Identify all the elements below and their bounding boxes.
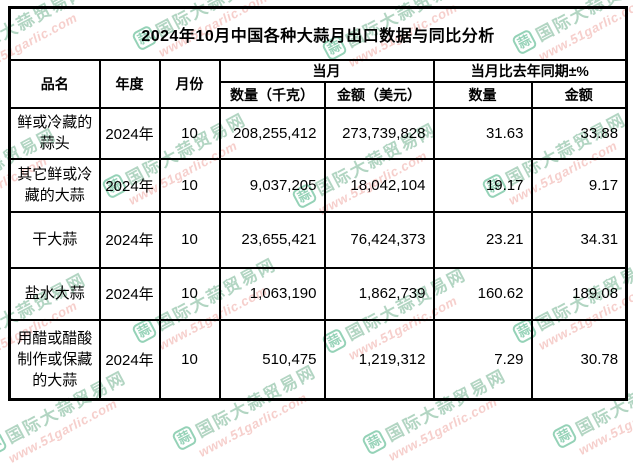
cell-yoy-amount: 33.88: [530, 106, 628, 160]
cell-product: 鲜或冷藏的蒜头: [8, 106, 101, 160]
col-header-yoy-amount: 金额: [530, 80, 628, 109]
col-header-current-month: 当月: [218, 58, 435, 83]
cell-year: 2024年: [98, 318, 161, 401]
cell-yoy-qty: 7.29: [432, 318, 533, 401]
col-header-month: 月份: [158, 58, 221, 109]
table-row: 其它鲜或冷藏的大蒜 2024年 10 9,037,205 18,042,104 …: [8, 157, 628, 213]
cell-month: 10: [158, 210, 221, 269]
cell-month: 10: [158, 318, 221, 401]
col-header-amount-usd: 金额（美元）: [323, 80, 435, 109]
cell-amount: 76,424,373: [323, 210, 435, 269]
cell-yoy-qty: 160.62: [432, 266, 533, 321]
header-row-sub: 数量（千克） 金额（美元） 数量 金额: [10, 80, 628, 109]
col-header-yoy: 当月比去年同期±%: [432, 58, 628, 83]
cell-qty: 510,475: [218, 318, 326, 401]
cell-yoy-qty: 19.17: [432, 157, 533, 213]
cell-qty: 23,655,421: [218, 210, 326, 269]
cell-product: 用醋或醋酸制作或保藏的大蒜: [8, 318, 101, 401]
cell-qty: 208,255,412: [218, 106, 326, 160]
col-header-yoy-qty: 数量: [432, 80, 533, 109]
table-row: 干大蒜 2024年 10 23,655,421 76,424,373 23.21…: [8, 210, 628, 269]
cell-yoy-amount: 30.78: [530, 318, 628, 401]
cell-product: 盐水大蒜: [8, 266, 101, 321]
cell-year: 2024年: [98, 106, 161, 160]
title-row: 2024年10月中国各种大蒜月出口数据与同比分析: [8, 6, 628, 61]
garlic-logo-icon: 蒜: [170, 424, 198, 452]
garlic-logo-icon: 蒜: [360, 428, 388, 456]
cell-year: 2024年: [98, 157, 161, 213]
cell-yoy-amount: 34.31: [530, 210, 628, 269]
table-row: 鲜或冷藏的蒜头 2024年 10 208,255,412 273,739,828…: [8, 106, 628, 160]
cell-amount: 273,739,828: [323, 106, 435, 160]
page-title: 2024年10月中国各种大蒜月出口数据与同比分析: [8, 6, 628, 61]
cell-month: 10: [158, 266, 221, 321]
cell-qty: 1,063,190: [218, 266, 326, 321]
col-header-year: 年度: [98, 58, 161, 109]
cell-yoy-amount: 9.17: [530, 157, 628, 213]
col-header-qty-kg: 数量（千克）: [218, 80, 326, 109]
cell-year: 2024年: [98, 210, 161, 269]
cell-amount: 1,219,312: [323, 318, 435, 401]
cell-qty: 9,037,205: [218, 157, 326, 213]
cell-product: 其它鲜或冷藏的大蒜: [8, 157, 101, 213]
cell-month: 10: [158, 106, 221, 160]
table-row: 用醋或醋酸制作或保藏的大蒜 2024年 10 510,475 1,219,312…: [8, 318, 628, 401]
cell-yoy-amount: 189.08: [530, 266, 628, 321]
cell-year: 2024年: [98, 266, 161, 321]
cell-month: 10: [158, 157, 221, 213]
cell-amount: 1,862,739: [323, 266, 435, 321]
cell-product: 干大蒜: [8, 210, 101, 269]
garlic-export-table: 2024年10月中国各种大蒜月出口数据与同比分析 品名 年度 月份 当月 当月比…: [8, 6, 629, 401]
cell-yoy-qty: 31.63: [432, 106, 533, 160]
header-row-groups: 品名 年度 月份 当月 当月比去年同期±%: [8, 58, 628, 109]
table-row: 盐水大蒜 2024年 10 1,063,190 1,862,739 160.62…: [8, 266, 628, 321]
cell-amount: 18,042,104: [323, 157, 435, 213]
col-header-product: 品名: [8, 58, 101, 109]
garlic-logo-icon: 蒜: [550, 422, 578, 450]
cell-yoy-qty: 23.21: [432, 210, 533, 269]
